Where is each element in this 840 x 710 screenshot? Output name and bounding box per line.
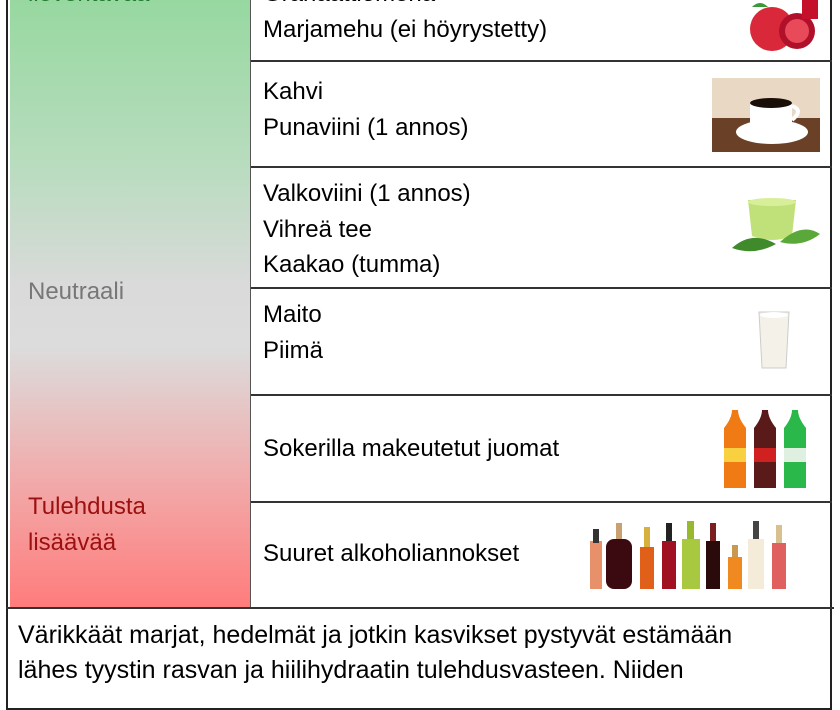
list-item: Suuret alkoholiannokset [263,540,520,567]
row-items: Maito Piimä [263,297,323,368]
list-item: Marjamehu (ei höyrystetty) [263,15,548,43]
list-item: Punaviini (1 annos) [263,113,469,141]
list-item: Maito [263,301,322,328]
list-item: Valkoviini (1 annos) [263,180,471,207]
category-pro-inflammatory: Tulehdusta lisäävää [28,489,146,561]
milk-glass-image [758,311,790,369]
green-tea-image [732,198,820,252]
category-anti-inflammatory: lieventävää [28,0,149,12]
table-row: Valkoviini (1 annos) Vihreä tee Kaakao (… [251,168,832,289]
list-item: Kahvi [263,78,324,105]
paragraph-line: Värikkäät marjat, hedelmät ja jotkin kas… [18,621,733,649]
soda-bottles-image [724,410,806,488]
row-items: Granaattiomena Marjamehu (ei höyrystetty… [263,0,547,47]
category-neutral: Neutraali [28,278,125,305]
category-line: lisäävää [28,529,117,556]
row-items: Valkoviini (1 annos) Vihreä tee Kaakao (… [263,176,471,283]
inflammation-scale-column: lieventävää Neutraali Tulehdusta lisäävä… [10,0,251,607]
table-row: Granaattiomena Marjamehu (ei höyrystetty… [251,0,832,62]
paragraph-line: lähes tyystin rasvan ja hiilihydraatin t… [18,656,684,684]
list-item: Vihreä tee [263,215,372,243]
category-line: Tulehdusta [28,493,146,520]
table-row: Kahvi Punaviini (1 annos) [251,62,832,168]
alcohol-bottles-image [590,521,786,589]
list-item: Piimä [263,336,324,364]
description-paragraph: Värikkäät marjat, hedelmät ja jotkin kas… [18,618,732,688]
list-item: Kaakao (tumma) [263,251,441,278]
table-row: Suuret alkoholiannokset [251,503,832,609]
row-items: Sokerilla makeutetut juomat [263,431,559,467]
divider [6,607,834,609]
list-item: Sokerilla makeutetut juomat [263,435,560,462]
coffee-cup-image [712,78,820,152]
row-items: Kahvi Punaviini (1 annos) [263,74,468,145]
table-row: Sokerilla makeutetut juomat [251,396,832,503]
pomegranate-image [750,0,818,51]
row-items: Suuret alkoholiannokset [263,536,519,572]
table-row: Maito Piimä [251,289,832,396]
list-item: Granaattiomena [263,0,547,12]
